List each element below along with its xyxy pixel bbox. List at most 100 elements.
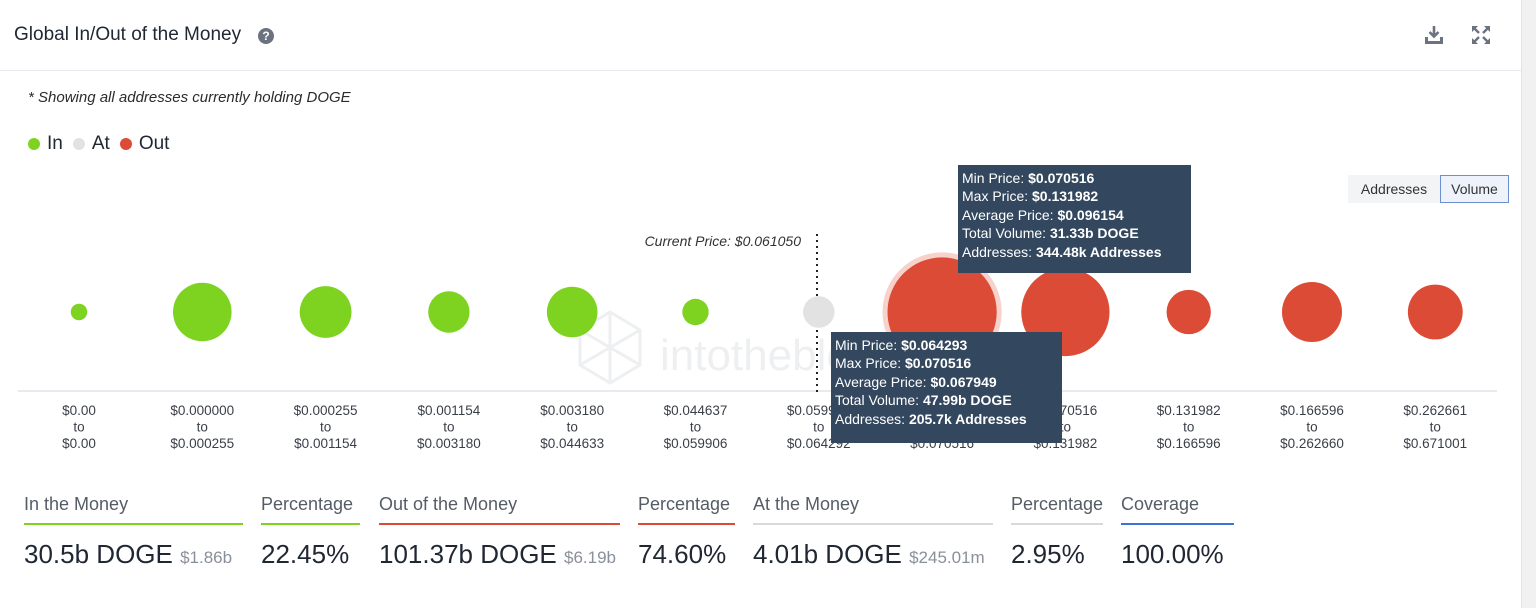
watermark-logo-icon [578, 310, 642, 385]
range-from-label: $0.000255 [294, 403, 358, 418]
stat-out-of-the-money: Out of the Money 101.37b DOGE $6.19b [379, 490, 620, 570]
holding-note: * Showing all addresses currently holdin… [28, 89, 351, 106]
range-from-label: $0.131982 [1157, 403, 1221, 418]
tooltip-vol-value: 47.99b DOGE [922, 392, 1012, 409]
tooltip-min-value: $0.064293 [901, 337, 968, 353]
bubble-out-11[interactable] [1407, 284, 1463, 340]
stat-in-percentage: Percentage 22.45% [261, 490, 360, 570]
range-from-label: $0.001154 [417, 403, 480, 418]
tooltip-avg-row: Average Price: $0.096154 [962, 206, 1184, 224]
range-to-label: $0.166596 [1157, 436, 1221, 451]
addresses-toggle-button[interactable]: Addresses [1348, 175, 1440, 203]
range-from-label: $0.166596 [1280, 403, 1344, 418]
range-to-label: $0.262660 [1280, 436, 1344, 451]
range-from-label: $0.044637 [664, 403, 728, 418]
stat-out-label: Out of the Money [379, 490, 620, 525]
tooltip-min-value: $0.070516 [1028, 170, 1095, 186]
tooltip-addr-label: Addresses: [835, 410, 906, 427]
stat-in-the-money: In the Money 30.5b DOGE $1.86b [24, 490, 243, 570]
stat-out-value-row: 101.37b DOGE $6.19b [379, 539, 620, 570]
range-from-label: $0.00 [62, 403, 96, 418]
range-to-word: to [1183, 420, 1194, 435]
bubble-in-3[interactable] [428, 291, 470, 333]
range-to-label: $0.671001 [1403, 436, 1467, 451]
bubble-out-10[interactable] [1281, 281, 1343, 343]
tooltip-vol-value: 31.33b DOGE [1049, 225, 1139, 242]
stat-out-percentage: Percentage 74.60% [638, 490, 735, 570]
legend-item-out[interactable]: Out [119, 133, 170, 155]
stat-coverage-label: Coverage [1121, 490, 1234, 525]
range-to-word: to [690, 420, 701, 435]
legend-item-at[interactable]: At [72, 133, 110, 155]
download-icon[interactable] [1423, 24, 1445, 46]
widget-title: Global In/Out of the Money [14, 24, 242, 45]
legend-in-label: In [47, 133, 63, 154]
page-scrollbar[interactable] [1521, 0, 1536, 608]
volume-toggle-button[interactable]: Volume [1440, 175, 1509, 203]
stat-in-value: 30.5b DOGE [24, 539, 173, 569]
stat-at-usd: $245.01m [909, 548, 985, 567]
tooltip-avg-value: $0.067949 [930, 373, 997, 390]
range-to-label: $0.003180 [417, 436, 481, 451]
range-to-label: $0.00 [62, 436, 96, 451]
legend-out-dot [119, 138, 132, 150]
expand-icon[interactable] [1470, 24, 1492, 46]
tooltip-min-label: Min Price: [835, 337, 898, 353]
bubble-out-9[interactable] [1166, 289, 1211, 335]
tooltip-max-label: Max Price: [962, 188, 1029, 205]
tooltip-max-label: Max Price: [835, 355, 902, 372]
range-to-label: $0.001154 [294, 436, 357, 451]
tooltip-avg-label: Average Price: [835, 373, 927, 390]
range-to-word: to [73, 420, 84, 435]
legend-item-in[interactable]: In [28, 133, 63, 155]
legend-out-label: Out [138, 133, 170, 154]
bubble-in-2[interactable] [299, 286, 352, 338]
tooltip-vol-label: Total Volume: [835, 392, 920, 409]
legend-in-dot [28, 138, 40, 150]
legend: In At Out [28, 133, 179, 155]
stat-at-percentage: Percentage 2.95% [1011, 490, 1103, 570]
tooltip-range-8: Min Price: $0.070516 Max Price: $0.13198… [958, 165, 1191, 273]
stat-out-pct-label: Percentage [638, 490, 735, 525]
stat-out-usd: $6.19b [564, 548, 617, 567]
tooltip-vol-row: Total Volume: 47.99b DOGE [835, 391, 1055, 409]
tooltip-max-row: Max Price: $0.070516 [835, 354, 1055, 372]
current-price-label: Current Price: $0.061050 [645, 233, 802, 249]
tooltip-vol-row: Total Volume: 31.33b DOGE [962, 224, 1184, 242]
stat-at-label: At the Money [753, 490, 993, 525]
widget-header: Global In/Out of the Money ? [0, 0, 1521, 71]
stat-at-the-money: At the Money 4.01b DOGE $245.01m [753, 490, 993, 570]
bubble-in-1[interactable] [173, 282, 232, 342]
tooltip-avg-value: $0.096154 [1057, 206, 1124, 223]
tooltip-min-label: Min Price: [962, 170, 1025, 186]
tooltip-avg-label: Average Price: [962, 206, 1054, 223]
bubble-in-4[interactable] [546, 286, 598, 338]
bubble-in-5[interactable] [682, 298, 709, 326]
range-from-label: $0.000000 [170, 403, 234, 418]
tooltip-max-value: $0.070516 [905, 355, 972, 372]
range-to-word: to [443, 420, 454, 435]
bubble-in-0[interactable] [70, 303, 88, 321]
stat-in-value-row: 30.5b DOGE $1.86b [24, 539, 243, 570]
tooltip-vol-label: Total Volume: [962, 225, 1047, 242]
range-to-label: $0.059906 [664, 436, 728, 451]
bubble-at-6[interactable] [803, 296, 835, 328]
tooltip-addr-label: Addresses: [962, 243, 1033, 260]
tooltip-max-row: Max Price: $0.131982 [962, 187, 1184, 205]
stat-out-value: 101.37b DOGE [379, 539, 557, 569]
range-to-label: $0.044633 [540, 436, 604, 451]
range-to-word: to [567, 420, 578, 435]
tooltip-range-7: Min Price: $0.064293 Max Price: $0.07051… [831, 332, 1062, 443]
stat-in-pct-label: Percentage [261, 490, 360, 525]
range-to-word: to [1430, 420, 1441, 435]
stat-in-usd: $1.86b [180, 548, 233, 567]
stat-coverage-value: 100.00% [1121, 539, 1224, 569]
legend-at-label: At [91, 133, 110, 154]
range-to-word: to [1306, 420, 1317, 435]
help-icon[interactable]: ? [258, 28, 274, 44]
tooltip-avg-row: Average Price: $0.067949 [835, 373, 1055, 391]
stat-coverage: Coverage 100.00% [1121, 490, 1234, 570]
stat-at-pct-label: Percentage [1011, 490, 1103, 525]
stat-at-pct-value: 2.95% [1011, 539, 1085, 569]
range-to-word: to [320, 420, 331, 435]
